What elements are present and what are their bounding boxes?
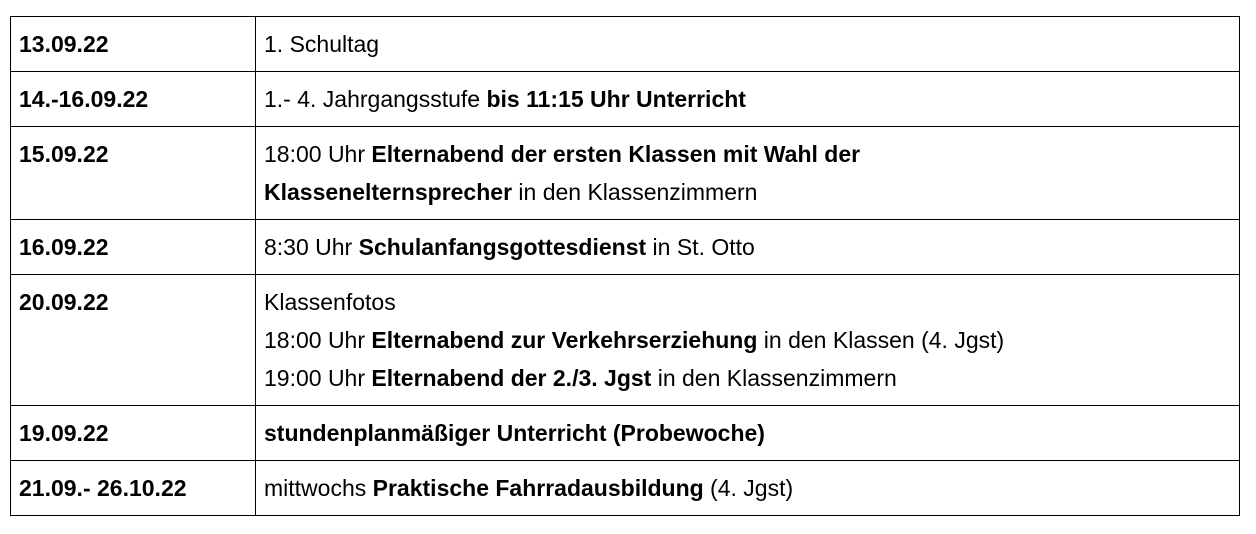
event-cell: stundenplanmäßiger Unterricht (Probewoch… — [255, 405, 1240, 461]
schedule-table: 13.09.22 1. Schultag 14.-16.09.22 1.- 4. Ja… — [10, 16, 1240, 516]
text: 8:30 Uhr — [264, 234, 359, 260]
event-line: 18:00 Uhr Elternabend der ersten Klassen… — [264, 135, 1231, 173]
bold-text: Elternabend der ersten Klassen mit Wahl … — [371, 141, 861, 167]
text: (4. Jgst) — [703, 475, 794, 501]
text: 1. Schultag — [264, 31, 380, 57]
table-row: 19.09.22 stundenplanmäßiger Unterricht (P… — [10, 405, 1240, 461]
text: in den Klassenzimmern — [512, 179, 758, 205]
table-row: 20.09.22 Klassenfotos 18:00 Uhr Elternaben… — [10, 274, 1240, 406]
text: in den Klassen (4. Jgst) — [757, 327, 1005, 353]
event-line: 8:30 Uhr Schulanfangsgottesdienst in St.… — [264, 228, 1231, 266]
event-cell: 1.- 4. Jahrgangsstufe bis 11:15 Uhr Unte… — [255, 71, 1240, 127]
bold-text: Klassenelternsprecher — [264, 179, 513, 205]
text: 18:00 Uhr — [264, 327, 372, 353]
event-line: Klassenfotos — [264, 283, 1231, 321]
bold-text: stundenplanmäßiger Unterricht (Probewoch… — [264, 420, 765, 446]
event-line: stundenplanmäßiger Unterricht (Probewoch… — [264, 414, 1231, 452]
bold-text: Elternabend der 2./3. Jgst — [371, 365, 652, 391]
event-cell: mittwochs Praktische Fahrradausbildung (… — [255, 460, 1240, 516]
date-cell: 13.09.22 — [10, 16, 256, 72]
text: 1.- 4. Jahrgangsstufe — [264, 86, 487, 112]
text: in St. Otto — [646, 234, 755, 260]
event-cell: 1. Schultag — [255, 16, 1240, 72]
event-line: Klassenelternsprecher in den Klassenzimm… — [264, 173, 1231, 211]
text: Klassenfotos — [264, 289, 396, 315]
event-line: 18:00 Uhr Elternabend zur Verkehrserzieh… — [264, 321, 1231, 359]
text: 18:00 Uhr — [264, 141, 372, 167]
event-cell: Klassenfotos 18:00 Uhr Elternabend zur Ve… — [255, 274, 1240, 406]
table-row: 16.09.22 8:30 Uhr Schulanfangsgottesdiens… — [10, 219, 1240, 275]
text: 19:00 Uhr — [264, 365, 372, 391]
event-line: mittwochs Praktische Fahrradausbildung (… — [264, 469, 1231, 507]
event-line: 1.- 4. Jahrgangsstufe bis 11:15 Uhr Unte… — [264, 80, 1231, 118]
event-cell: 8:30 Uhr Schulanfangsgottesdienst in St.… — [255, 219, 1240, 275]
bold-text: bis 11:15 Uhr Unterricht — [486, 86, 746, 112]
date-cell: 16.09.22 — [10, 219, 256, 275]
table-row: 13.09.22 1. Schultag — [10, 16, 1240, 72]
bold-text: Schulanfangsgottesdienst — [358, 234, 647, 260]
date-cell: 14.-16.09.22 — [10, 71, 256, 127]
date-cell: 19.09.22 — [10, 405, 256, 461]
date-cell: 20.09.22 — [10, 274, 256, 406]
event-cell: 18:00 Uhr Elternabend der ersten Klassen… — [255, 126, 1240, 220]
bold-text: Praktische Fahrradausbildung — [372, 475, 704, 501]
table-row: 15.09.22 18:00 Uhr Elternabend der ersten… — [10, 126, 1240, 220]
event-line: 19:00 Uhr Elternabend der 2./3. Jgst in … — [264, 359, 1231, 397]
bold-text: Elternabend zur Verkehrserziehung — [371, 327, 758, 353]
table-row: 14.-16.09.22 1.- 4. Jahrgangsstufe bis 11… — [10, 71, 1240, 127]
date-cell: 15.09.22 — [10, 126, 256, 220]
text: in den Klassenzimmern — [651, 365, 897, 391]
table-row: 21.09.- 26.10.22 mittwochs Praktische Fah… — [10, 460, 1240, 516]
schedule-body: 13.09.22 1. Schultag 14.-16.09.22 1.- 4. Ja… — [10, 16, 1240, 516]
date-cell: 21.09.- 26.10.22 — [10, 460, 256, 516]
text: mittwochs — [264, 475, 373, 501]
event-line: 1. Schultag — [264, 25, 1231, 63]
